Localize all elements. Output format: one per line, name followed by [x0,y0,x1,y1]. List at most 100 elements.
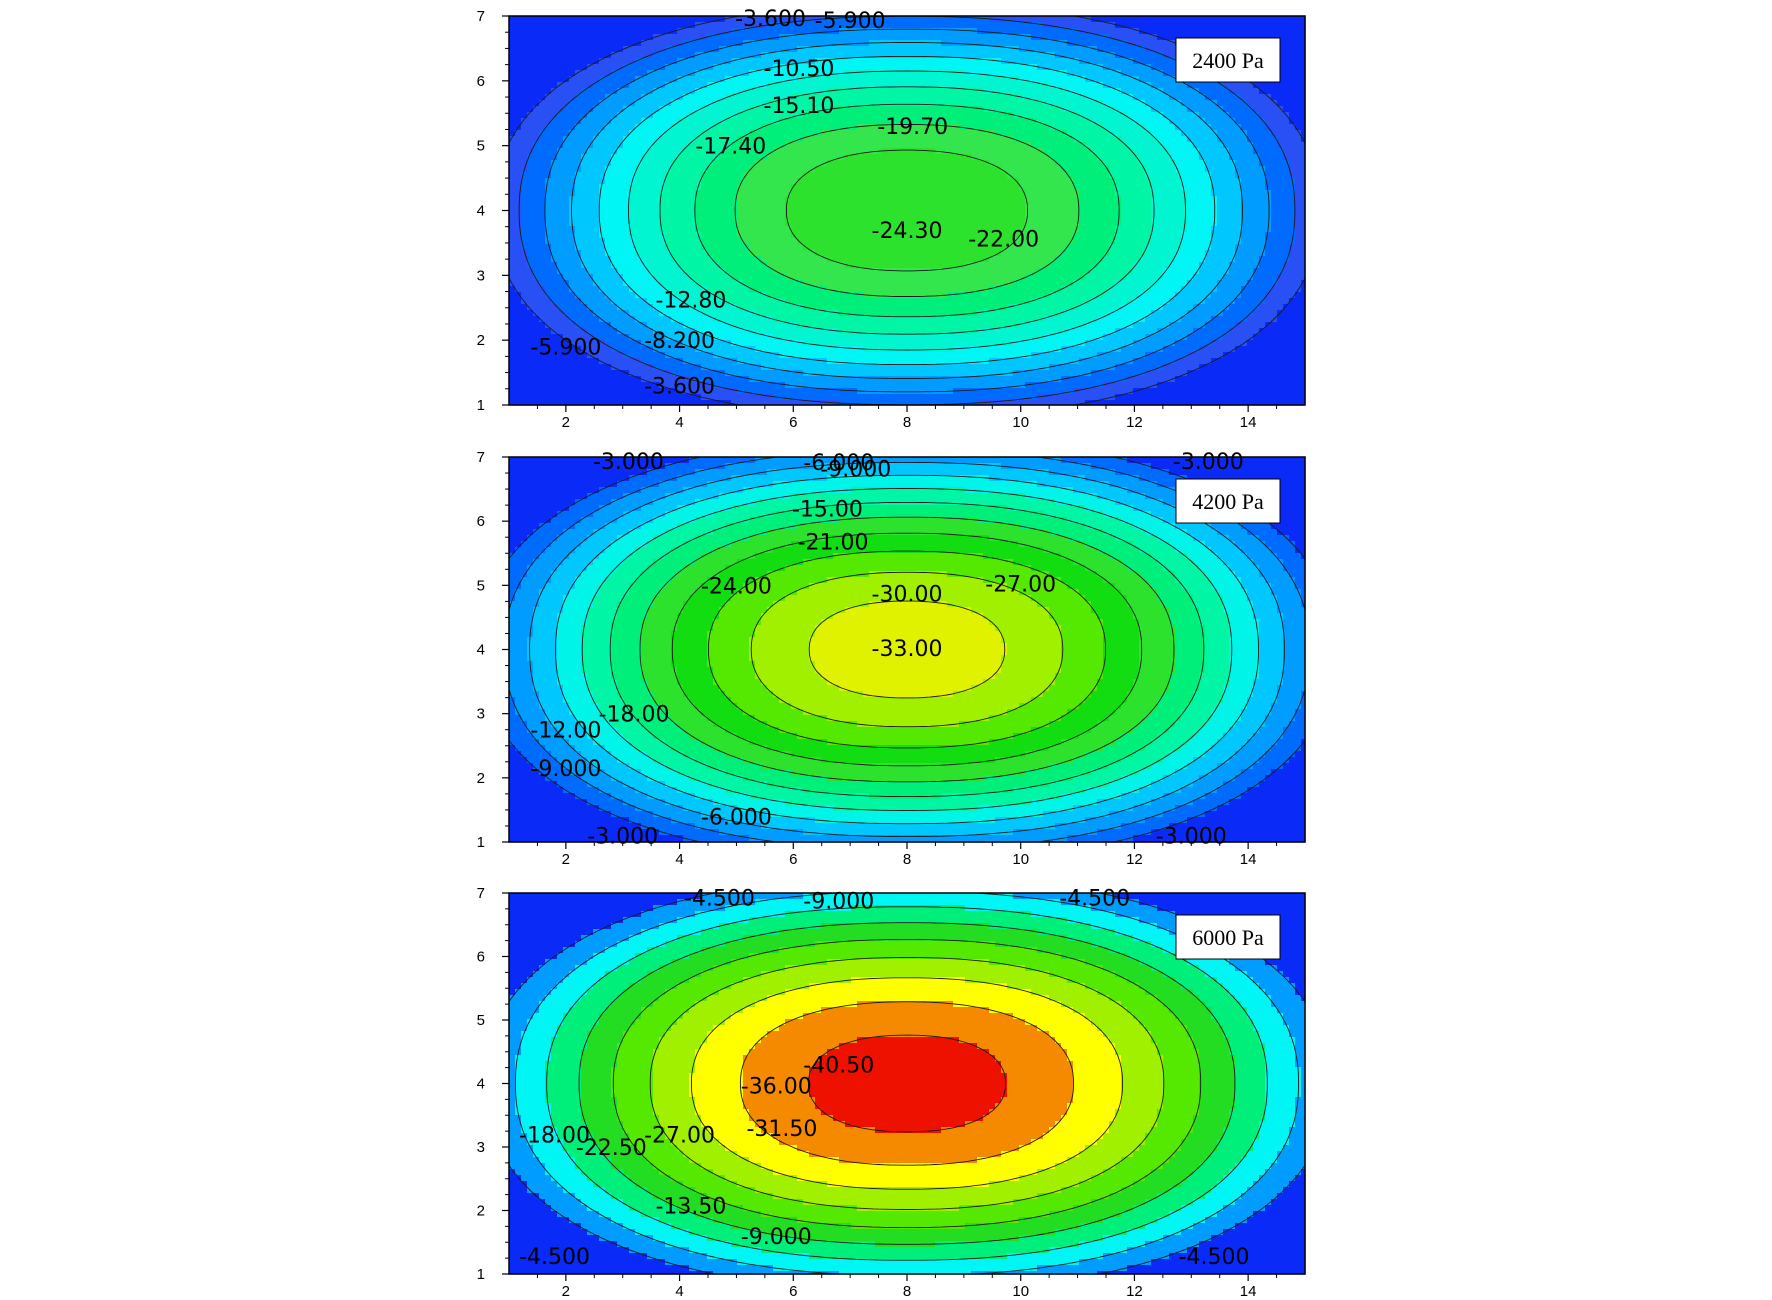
y-tick-label: 7 [477,449,485,466]
contour-line [639,516,1175,783]
x-tick-label: 4 [675,1283,683,1300]
contour-line [514,892,1300,1275]
x-tick-label: 12 [1126,414,1143,431]
contour-label: -24.00 [701,574,772,599]
panel-2400pa: -3.600 -5.900 -10.50 -15.10 -17.40 -19.70 -24.… [477,7,1306,431]
contour-label: -31.50 [746,1117,817,1142]
contour-label: -27.00 [644,1123,715,1148]
contour-label: -15.10 [764,94,835,119]
contour-line [707,550,1107,749]
contour-line [529,461,1285,838]
contour-label: -10.50 [764,57,835,82]
y-tick-label: 2 [477,770,485,787]
contour-label: -5.900 [530,336,601,361]
contour-label: -6.000 [803,451,874,476]
contour-label: -15.00 [792,497,863,522]
contour-label: -6.000 [701,805,772,830]
y-tick-label: 2 [477,332,485,349]
contour-label: -9.000 [530,757,601,782]
contour-label: -4.500 [1059,886,1130,911]
x-tick-label: 14 [1240,414,1257,431]
x-tick-label: 4 [675,851,683,868]
y-tick-label: 1 [477,397,485,414]
contour-label: -36.00 [741,1074,812,1099]
pressure-label: 6000 Pa [1192,925,1264,950]
contour-line [598,55,1216,366]
contour-line [659,86,1155,335]
contour-line [734,124,1080,297]
x-tick-label: 14 [1240,851,1257,868]
x-tick-label: 6 [789,1283,797,1300]
contour-line [649,957,1165,1210]
contour-line [750,571,1064,728]
x-tick-label: 8 [903,851,911,868]
x-tick-label: 8 [903,414,911,431]
pressure-legend-box: 2400 Pa [1175,37,1281,83]
contour-label: -3.000 [593,450,664,475]
contour-line [518,15,1296,406]
x-tick-label: 6 [789,414,797,431]
x-tick-label: 12 [1126,1283,1143,1300]
contour-line [571,42,1243,379]
y-tick-label: 4 [477,203,485,220]
contour-line [785,149,1029,272]
contour-label: -33.00 [872,637,943,662]
contour-line [508,456,1306,843]
contour-line [581,488,1233,811]
contour-label: -3.600 [735,7,806,32]
contour-line [628,70,1186,351]
contour-label: -8.200 [644,329,715,354]
y-tick-label: 7 [477,885,485,902]
contour-label: -22.00 [968,227,1039,252]
contour-label: -19.70 [877,115,948,140]
x-tick-label: 2 [562,851,570,868]
pressure-label: 2400 Pa [1192,48,1264,73]
x-tick-label: 2 [562,1283,570,1300]
y-tick-label: 5 [477,577,485,594]
contour-label: -9.000 [803,890,874,915]
contour-label: -18.00 [519,1123,590,1148]
contour-label: -18.00 [599,703,670,728]
x-tick-label: 10 [1012,414,1029,431]
contour-line [609,501,1205,798]
contour-label: -30.00 [872,583,943,608]
x-tick-label: 6 [789,851,797,868]
contour-line [807,1034,1007,1133]
contour-label: -9.000 [741,1225,812,1250]
y-tick-label: 3 [477,706,485,723]
contour-label: -5.900 [815,9,886,34]
contour-label: -21.00 [798,531,869,556]
x-tick-label: 8 [903,1283,911,1300]
contour-label: -12.80 [655,288,726,313]
contour-line [739,1001,1075,1166]
contour-label: -13.50 [655,1194,726,1219]
y-tick-label: 4 [477,642,485,659]
contour-line [555,474,1259,825]
y-tick-label: 3 [477,267,485,284]
y-tick-label: 6 [477,513,485,530]
panel-6000pa: -4.500 -9.000 -4.500 -40.50-36.00 -31.50 -27.… [477,885,1306,1300]
contour-line [612,938,1202,1229]
y-tick-label: 6 [477,73,485,90]
contour-line [808,600,1006,699]
contour-line [690,977,1124,1190]
y-tick-label: 3 [477,1139,485,1156]
contour-label: -3.000 [1173,450,1244,475]
x-tick-label: 12 [1126,851,1143,868]
y-tick-label: 7 [477,8,485,25]
x-tick-label: 4 [675,414,683,431]
x-tick-label: 2 [562,414,570,431]
contour-line [671,532,1143,767]
contour-label: -4.500 [1179,1245,1250,1270]
contour-label: -12.00 [530,719,601,744]
contour-label: -22.50 [576,1136,647,1161]
y-tick-label: 4 [477,1076,485,1093]
x-tick-label: 14 [1240,1283,1257,1300]
x-tick-label: 10 [1012,1283,1029,1300]
contour-label: -4.500 [684,886,755,911]
contour-line [694,103,1120,318]
pressure-legend-box: 4200 Pa [1175,478,1281,524]
contour-label: -17.40 [695,135,766,160]
contour-label: -3.600 [644,375,715,400]
